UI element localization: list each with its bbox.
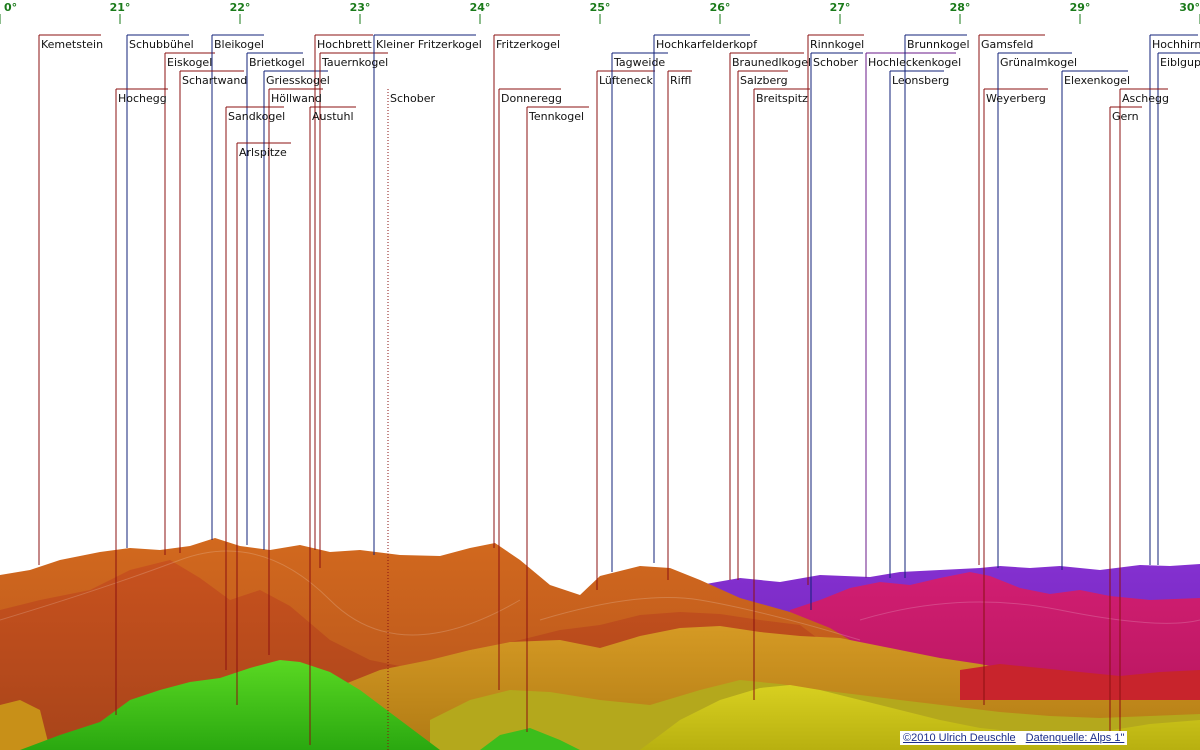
peak-label[interactable]: Elexenkogel [1064,74,1130,87]
peak-label[interactable]: Riffl [670,74,691,87]
terrain-green [20,660,440,750]
degree-label: 24° [470,1,491,14]
terrain-red-band [960,664,1200,700]
peak-label[interactable]: Sandkogel [228,110,285,123]
degree-label: 21° [110,1,131,14]
peak-label[interactable]: Hochleckenkogel [868,56,961,69]
peak-label[interactable]: Tauernkogel [321,56,388,69]
degree-label: 26° [710,1,731,14]
peak-label[interactable]: Breitspitz [756,92,808,105]
degree-label: 23° [350,1,371,14]
peak-label[interactable]: Gern [1112,110,1139,123]
peak-label[interactable]: Kemetstein [41,38,103,51]
terrain-tan-left [0,700,50,750]
peak-label[interactable]: Arlspitze [239,146,287,159]
peak-label[interactable]: Hochegg [118,92,167,105]
peak-label[interactable]: Weyerberg [986,92,1046,105]
degree-label: 28° [950,1,971,14]
peak-label[interactable]: Austuhl [312,110,354,123]
peak-label[interactable]: Griesskogel [266,74,330,87]
peak-label[interactable]: Gamsfeld [981,38,1033,51]
copyright-link[interactable]: ©2010 Ulrich Deuschle [903,732,1016,744]
peak-label[interactable]: Grünalmkogel [1000,56,1077,69]
degree-label: 25° [590,1,611,14]
peak-label[interactable]: Fritzerkogel [496,38,560,51]
peak-label[interactable]: Eiblgupf [1160,56,1200,69]
peak-label[interactable]: Hochhirn [1152,38,1200,51]
degree-label: 27° [830,1,851,14]
peak-label[interactable]: Höllwand [271,92,322,105]
data-source-link[interactable]: Datenquelle: Alps 1" [1025,732,1125,744]
peak-label[interactable]: Hochkarfelderkopf [656,38,758,51]
degree-scale: 0° 21° 22° 23° 24° 25° 26° 27° 28° 29° 30° [0,1,1200,24]
peak-label[interactable]: Aschegg [1122,92,1169,105]
peak-label[interactable]: Brunnkogel [907,38,970,51]
peak-lines [38,34,1200,750]
peak-label[interactable]: Donneregg [501,92,562,105]
degree-label: 29° [1070,1,1091,14]
credits: ©2010 Ulrich Deuschle Datenquelle: Alps 1… [900,731,1128,745]
peak-label[interactable]: Eiskogel [167,56,212,69]
peak-label[interactable]: Schartwand [182,74,247,87]
peak-label[interactable]: Leonsberg [892,74,949,87]
peak-label[interactable]: Rinnkogel [810,38,864,51]
peak-label[interactable]: Schubbühel [129,38,194,51]
peak-label[interactable]: Salzberg [740,74,788,87]
terrain-ridge-lines [0,550,1200,641]
peak-label[interactable]: Brietkogel [249,56,305,69]
degree-label: 30° [1179,1,1200,14]
peak-label[interactable]: Hochbrett [317,38,372,51]
peak-label[interactable]: Tagweide [613,56,665,69]
peak-labels: Kemetstein Schubbühel Hochegg EiskogelBleik… [41,38,1200,159]
peak-label[interactable]: Tennkogel [528,110,584,123]
peak-label[interactable]: Lüfteneck [599,74,653,87]
peak-label[interactable]: Kleiner Fritzerkogel [376,38,482,51]
degree-label: 0° [4,1,17,14]
terrain-green-right [480,728,580,750]
peak-label[interactable]: Schober [390,92,435,105]
peak-label[interactable]: Braunedlkogel [732,56,811,69]
degree-label: 22° [230,1,251,14]
peak-label[interactable]: Schober [813,56,858,69]
peak-label[interactable]: Bleikogel [214,38,264,51]
